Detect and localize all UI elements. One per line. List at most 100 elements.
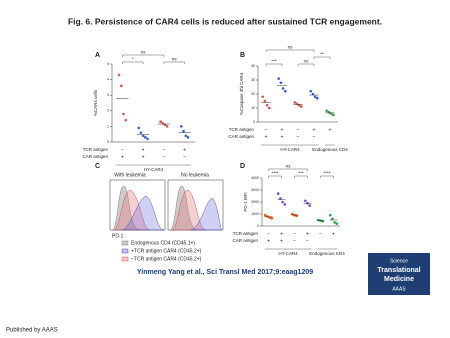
group-label: Endogenous CD4 <box>309 251 345 256</box>
hist-curve <box>189 197 223 231</box>
data-point <box>184 134 188 138</box>
data-point <box>300 105 303 108</box>
data-point <box>141 134 145 138</box>
data-point <box>119 84 123 88</box>
data-point <box>313 95 317 99</box>
data-point <box>291 212 294 216</box>
panel-label: C <box>95 163 100 170</box>
data-point <box>139 131 143 134</box>
row-sign: + <box>183 147 186 153</box>
hist-curve <box>171 189 207 231</box>
row-sign: + <box>329 127 332 133</box>
row-sign: + <box>121 154 124 160</box>
data-point <box>159 120 162 124</box>
y-tick-label: 10 <box>251 106 255 110</box>
panel-label: D <box>240 163 245 170</box>
y-tick-label: 40 <box>251 64 255 68</box>
row-sign: − <box>267 231 270 237</box>
y-tick-label: 0 <box>253 120 255 124</box>
row-sign: − <box>121 147 124 153</box>
data-point <box>261 95 265 99</box>
data-point <box>321 219 325 223</box>
sig-bracket <box>297 63 315 66</box>
logo-text: Medicine <box>384 276 414 283</box>
row-sign: + <box>142 154 145 160</box>
y-tick-label: 3000 <box>251 188 259 192</box>
footer: Published by AAAS <box>6 328 58 334</box>
legend-swatch <box>121 256 129 262</box>
panel-label: A <box>95 52 100 59</box>
sig-bracket <box>294 175 308 178</box>
data-point <box>304 199 307 203</box>
sig-label: ns <box>141 50 147 55</box>
logo-text: Science <box>390 258 408 264</box>
row-sign: − <box>319 231 322 237</box>
data-point <box>165 125 169 128</box>
y-tick-label: 1 <box>107 124 109 128</box>
y-tick-label: 1000 <box>251 212 259 216</box>
row-sign: + <box>281 127 284 133</box>
sig-bracket <box>268 168 308 171</box>
row-label: TCR antigen <box>229 127 255 132</box>
row-sign: − <box>293 238 296 244</box>
row-label: CAR antigen <box>232 238 258 243</box>
data-point <box>332 113 335 117</box>
row-sign: − <box>293 231 296 237</box>
data-point <box>333 221 336 224</box>
group-label: HY-CAR4 <box>144 167 164 172</box>
sig-bracket <box>122 54 165 57</box>
data-point <box>283 203 287 206</box>
panel-label: B <box>240 52 245 59</box>
legend-swatch <box>121 240 129 246</box>
y-tick-label: 3 <box>107 93 109 97</box>
data-point <box>263 213 267 217</box>
data-point <box>117 73 121 77</box>
data-point <box>331 217 334 221</box>
sig-label: ns <box>172 57 178 62</box>
data-point <box>266 215 269 218</box>
data-point <box>146 137 149 141</box>
row-label: CAR antigen <box>82 154 108 159</box>
y-tick-label: 4 <box>107 78 109 82</box>
sig-label: * <box>132 57 134 62</box>
hist-curve <box>113 189 151 231</box>
row-sign: + <box>306 231 309 237</box>
row-sign: − <box>306 238 309 244</box>
data-point <box>279 81 283 85</box>
row-sign: − <box>297 134 300 140</box>
data-point <box>316 96 319 100</box>
group-label: HY-CAR4 <box>278 251 298 256</box>
row-sign: − <box>313 134 316 140</box>
sig-bracket <box>265 63 283 66</box>
row-sign: + <box>281 134 284 140</box>
sig-bracket <box>313 56 331 59</box>
logo-text: Translational <box>377 267 420 274</box>
sig-bracket <box>320 175 334 178</box>
histograms: With leukemia No leukemia PD-1 Endogenou… <box>109 172 224 262</box>
y-tick-label: 2000 <box>251 200 259 204</box>
y-tick-label: 0 <box>107 140 109 144</box>
data-point <box>270 216 274 220</box>
legend-label: −TCR antigen CAR4 (CD45.2+) <box>131 256 202 262</box>
row-sign: − <box>265 127 268 133</box>
row-sign: + <box>142 147 145 153</box>
data-point <box>311 92 315 96</box>
y-tick-label: 5 <box>107 62 109 66</box>
data-point <box>276 192 280 195</box>
logo-box <box>368 253 430 295</box>
y-axis-label: %CAR4 cells <box>93 89 98 116</box>
sig-bracket <box>268 175 282 178</box>
legend-label: +TCR antigen CAR4 (CD45.2+) <box>131 248 202 254</box>
sig-label: **** <box>271 171 278 176</box>
data-point <box>317 218 320 222</box>
hist-title: With leukemia <box>114 172 146 178</box>
x-axis-label: PD-1 <box>112 233 124 239</box>
data-point <box>263 99 267 103</box>
row-sign: − <box>162 147 165 153</box>
y-tick-label: 20 <box>251 92 255 96</box>
citation: Yinmeng Yang et al., Sci Transl Med 2017… <box>137 269 313 276</box>
sig-label: *** <box>271 59 277 64</box>
data-point <box>284 89 287 93</box>
data-point <box>265 103 269 107</box>
row-sign: − <box>162 154 165 160</box>
